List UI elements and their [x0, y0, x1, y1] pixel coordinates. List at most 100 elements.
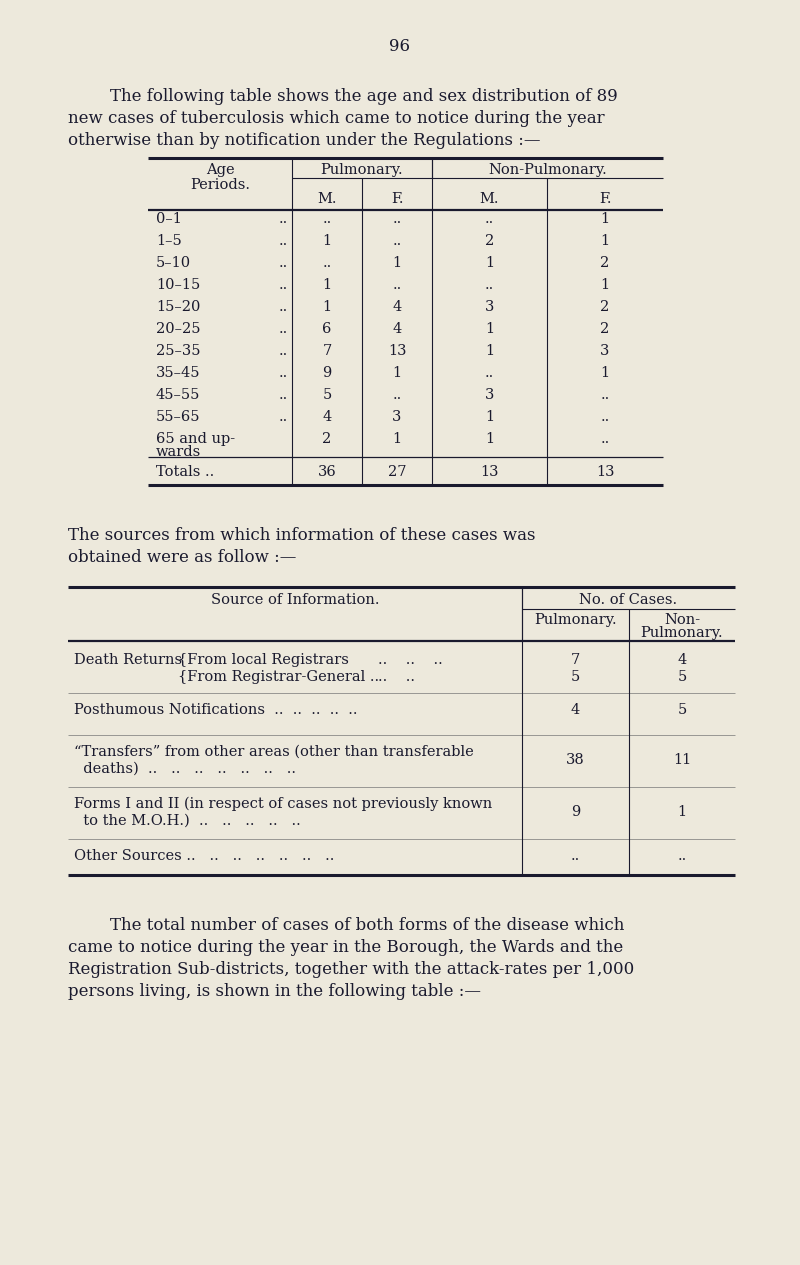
Text: Other Sources ..   ..   ..   ..   ..   ..   ..: Other Sources .. .. .. .. .. .. ..: [74, 849, 334, 863]
Text: 4: 4: [322, 410, 332, 424]
Text: 1: 1: [601, 213, 610, 226]
Text: 3: 3: [600, 344, 610, 358]
Text: 15–20: 15–20: [156, 300, 200, 314]
Text: 2: 2: [600, 323, 610, 336]
Text: 4: 4: [678, 653, 686, 667]
Text: Periods.: Periods.: [190, 178, 250, 192]
Text: Totals ..: Totals ..: [156, 466, 214, 479]
Text: 3: 3: [485, 300, 494, 314]
Text: 7: 7: [571, 653, 580, 667]
Text: persons living, is shown in the following table :—: persons living, is shown in the followin…: [68, 983, 481, 1001]
Text: The following table shows the age and sex distribution of 89: The following table shows the age and se…: [110, 89, 618, 105]
Text: 1: 1: [485, 256, 494, 269]
Text: 5–10: 5–10: [156, 256, 191, 269]
Text: The total number of cases of both forms of the disease which: The total number of cases of both forms …: [110, 917, 624, 934]
Text: 13: 13: [388, 344, 406, 358]
Text: Non-Pulmonary.: Non-Pulmonary.: [488, 163, 607, 177]
Text: Pulmonary.: Pulmonary.: [321, 163, 403, 177]
Text: 1: 1: [601, 278, 610, 292]
Text: ..: ..: [278, 256, 288, 269]
Text: ..: ..: [571, 849, 580, 863]
Text: ..: ..: [392, 234, 402, 248]
Text: otherwise than by notification under the Regulations :—: otherwise than by notification under the…: [68, 132, 541, 149]
Text: came to notice during the year in the Borough, the Wards and the: came to notice during the year in the Bo…: [68, 939, 623, 956]
Text: 5: 5: [678, 670, 686, 684]
Text: 13: 13: [480, 466, 498, 479]
Text: 4: 4: [571, 703, 580, 717]
Text: ..    ..: .. ..: [378, 670, 415, 684]
Text: {From local Registrars: {From local Registrars: [178, 653, 349, 667]
Text: 11: 11: [673, 753, 691, 767]
Text: to the M.O.H.)  ..   ..   ..   ..   ..: to the M.O.H.) .. .. .. .. ..: [74, 813, 301, 829]
Text: ..: ..: [485, 278, 494, 292]
Text: “Transfers” from other areas (other than transferable: “Transfers” from other areas (other than…: [74, 745, 474, 759]
Text: M.: M.: [480, 192, 499, 206]
Text: 5: 5: [571, 670, 580, 684]
Text: ..: ..: [322, 213, 332, 226]
Text: 2: 2: [600, 256, 610, 269]
Text: Posthumous Notifications  ..  ..  ..  ..  ..: Posthumous Notifications .. .. .. .. ..: [74, 703, 358, 717]
Text: 3: 3: [485, 388, 494, 402]
Text: ..: ..: [278, 234, 288, 248]
Text: 9: 9: [571, 805, 580, 818]
Text: ..: ..: [392, 388, 402, 402]
Text: 6: 6: [322, 323, 332, 336]
Text: 5: 5: [322, 388, 332, 402]
Text: new cases of tuberculosis which came to notice during the year: new cases of tuberculosis which came to …: [68, 110, 605, 126]
Text: 1: 1: [485, 323, 494, 336]
Text: 1: 1: [601, 366, 610, 380]
Text: 1: 1: [485, 433, 494, 447]
Text: 35–45: 35–45: [156, 366, 201, 380]
Text: ..: ..: [678, 849, 686, 863]
Text: 1: 1: [601, 234, 610, 248]
Text: F.: F.: [598, 192, 611, 206]
Text: 9: 9: [322, 366, 332, 380]
Text: ..: ..: [485, 213, 494, 226]
Text: obtained were as follow :—: obtained were as follow :—: [68, 549, 296, 565]
Text: 1: 1: [393, 256, 402, 269]
Text: 0–1: 0–1: [156, 213, 182, 226]
Text: {From Registrar-General ..: {From Registrar-General ..: [178, 670, 379, 684]
Text: 5: 5: [678, 703, 686, 717]
Text: ..: ..: [322, 256, 332, 269]
Text: ..: ..: [392, 278, 402, 292]
Text: Pulmonary.: Pulmonary.: [534, 614, 617, 627]
Text: Source of Information.: Source of Information.: [210, 593, 379, 607]
Text: 1: 1: [322, 300, 331, 314]
Text: 1: 1: [322, 278, 331, 292]
Text: 1: 1: [485, 410, 494, 424]
Text: 2: 2: [600, 300, 610, 314]
Text: 4: 4: [392, 300, 402, 314]
Text: 1: 1: [485, 344, 494, 358]
Text: 2: 2: [485, 234, 494, 248]
Text: 1: 1: [393, 433, 402, 447]
Text: 1: 1: [322, 234, 331, 248]
Text: 36: 36: [318, 466, 336, 479]
Text: 45–55: 45–55: [156, 388, 200, 402]
Text: Forms I and II (in respect of cases not previously known: Forms I and II (in respect of cases not …: [74, 797, 492, 811]
Text: 10–15: 10–15: [156, 278, 200, 292]
Text: wards: wards: [156, 445, 202, 459]
Text: 1: 1: [678, 805, 686, 818]
Text: Non-: Non-: [664, 614, 700, 627]
Text: F.: F.: [390, 192, 403, 206]
Text: The sources from which information of these cases was: The sources from which information of th…: [68, 528, 535, 544]
Text: ..: ..: [278, 344, 288, 358]
Text: 13: 13: [596, 466, 614, 479]
Text: deaths)  ..   ..   ..   ..   ..   ..   ..: deaths) .. .. .. .. .. .. ..: [74, 762, 296, 775]
Text: M.: M.: [318, 192, 337, 206]
Text: 7: 7: [322, 344, 332, 358]
Text: 1–5: 1–5: [156, 234, 182, 248]
Text: 55–65: 55–65: [156, 410, 201, 424]
Text: 38: 38: [566, 753, 585, 767]
Text: 96: 96: [390, 38, 410, 54]
Text: 20–25: 20–25: [156, 323, 201, 336]
Text: Pulmonary.: Pulmonary.: [641, 626, 723, 640]
Text: 1: 1: [393, 366, 402, 380]
Text: ..: ..: [278, 300, 288, 314]
Text: Death Returns: Death Returns: [74, 653, 182, 667]
Text: No. of Cases.: No. of Cases.: [579, 593, 678, 607]
Text: 65 and up-: 65 and up-: [156, 433, 235, 447]
Text: 3: 3: [392, 410, 402, 424]
Text: 25–35: 25–35: [156, 344, 201, 358]
